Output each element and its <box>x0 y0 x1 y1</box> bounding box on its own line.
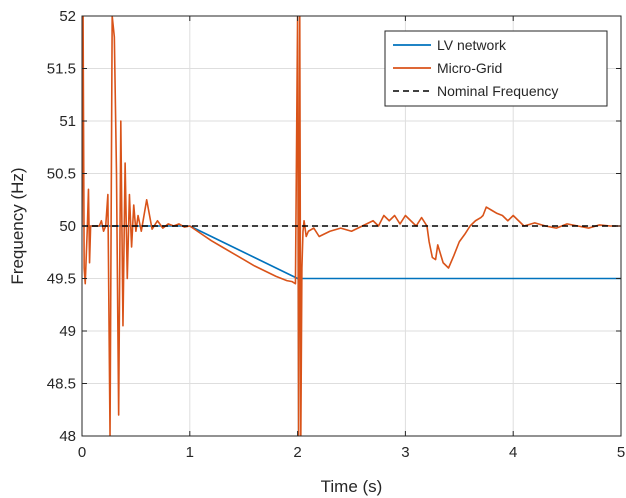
series-line-lv-network <box>82 225 621 280</box>
y-tick-label: 48.5 <box>47 376 76 393</box>
x-axis-title: Time (s) <box>321 477 383 496</box>
x-tick-label: 0 <box>78 444 86 461</box>
y-axis-title: Frequency (Hz) <box>8 167 27 284</box>
legend-label: Nominal Frequency <box>437 83 558 99</box>
y-tick-label: 51.5 <box>47 61 76 78</box>
y-tick-label: 48 <box>59 428 76 445</box>
legend: LV network Micro-Grid Nominal Frequency <box>384 30 608 107</box>
x-tick-label: 4 <box>509 444 517 461</box>
x-tick-label: 3 <box>401 444 409 461</box>
legend-label: Micro-Grid <box>437 60 502 76</box>
y-tick-label: 51 <box>59 113 76 130</box>
y-tick-label: 50 <box>59 218 76 235</box>
series-line-micro-grid <box>82 16 621 436</box>
legend-label: LV network <box>437 37 507 53</box>
y-tick-label: 50.5 <box>47 166 76 183</box>
y-tick-label: 49 <box>59 323 76 340</box>
x-tick-label: 5 <box>617 444 625 461</box>
y-tick-label: 49.5 <box>47 271 76 288</box>
ticks: 0 1 2 3 4 5 48 48.5 49 49.5 50 50.5 51 51.5 52 <box>47 8 625 461</box>
x-tick-label: 1 <box>186 444 194 461</box>
series-layer <box>82 16 621 436</box>
y-tick-label: 52 <box>59 8 76 25</box>
x-tick-label: 2 <box>293 444 301 461</box>
